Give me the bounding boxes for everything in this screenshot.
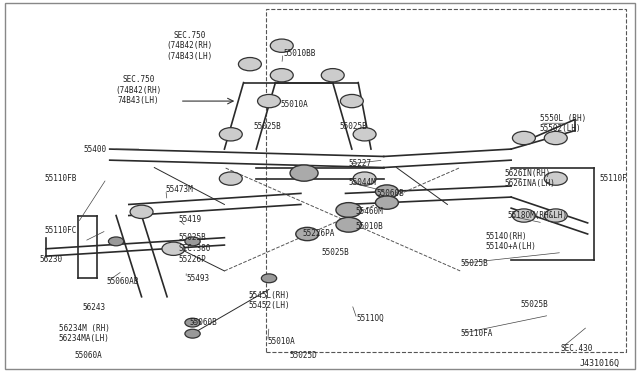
Text: 55110F: 55110F [599, 174, 627, 183]
Circle shape [321, 68, 344, 82]
Circle shape [340, 94, 364, 108]
Circle shape [544, 172, 567, 185]
Text: SEC.380: SEC.380 [179, 244, 211, 253]
Text: 55010A: 55010A [268, 337, 296, 346]
Circle shape [296, 227, 319, 241]
Circle shape [376, 185, 398, 198]
Text: 55025B: 55025B [339, 122, 367, 131]
Text: 55025B: 55025B [179, 233, 206, 242]
Circle shape [336, 217, 362, 232]
Text: 55010B: 55010B [355, 222, 383, 231]
Text: 55010A: 55010A [280, 100, 308, 109]
Text: J431016Q: J431016Q [579, 359, 620, 368]
Text: 55110FC: 55110FC [45, 226, 77, 235]
Text: SEC.750
(74B42(RH)
(74B43(LH): SEC.750 (74B42(RH) (74B43(LH) [166, 31, 212, 61]
Circle shape [270, 39, 293, 52]
Text: SEC.430: SEC.430 [561, 344, 593, 353]
Text: 55060B: 55060B [376, 189, 404, 198]
Circle shape [270, 68, 293, 82]
Circle shape [239, 58, 261, 71]
Text: 55025B: 55025B [253, 122, 281, 131]
Text: 55044M: 55044M [349, 178, 376, 187]
Circle shape [261, 274, 276, 283]
Circle shape [336, 203, 362, 217]
Text: 55060A: 55060A [75, 351, 102, 360]
Text: 55460M: 55460M [355, 207, 383, 217]
Text: 55110FB: 55110FB [45, 174, 77, 183]
Text: 55060AB: 55060AB [106, 278, 139, 286]
Text: 5626IN(RH)
5626INA(LH): 5626IN(RH) 5626INA(LH) [505, 169, 556, 188]
Circle shape [108, 237, 124, 246]
Circle shape [185, 329, 200, 338]
Circle shape [130, 205, 153, 218]
Circle shape [353, 128, 376, 141]
Text: 55010BB: 55010BB [283, 49, 316, 58]
Circle shape [513, 209, 536, 222]
Text: 5545L(RH)
55452(LH): 5545L(RH) 55452(LH) [248, 291, 291, 310]
Circle shape [513, 131, 536, 145]
Text: 55226PA: 55226PA [302, 230, 335, 238]
Text: 55110FA: 55110FA [460, 329, 493, 338]
Text: 5514O(RH)
5514O+A(LH): 5514O(RH) 5514O+A(LH) [486, 232, 536, 251]
Bar [266, 9, 626, 352]
Circle shape [185, 237, 200, 246]
Text: SEC.750
(74B42(RH)
74B43(LH): SEC.750 (74B42(RH) 74B43(LH) [115, 75, 161, 105]
Circle shape [544, 131, 567, 145]
Text: 55025B: 55025B [321, 248, 349, 257]
Text: 55419: 55419 [179, 215, 202, 224]
Text: 56243: 56243 [83, 303, 106, 312]
Text: 56234M (RH)
56234MA(LH): 56234M (RH) 56234MA(LH) [59, 324, 109, 343]
Text: 55227: 55227 [349, 159, 372, 169]
Text: 5550L (RH)
55502(LH): 5550L (RH) 55502(LH) [540, 113, 586, 133]
Text: 55400: 55400 [83, 145, 106, 154]
Circle shape [376, 196, 398, 209]
Circle shape [162, 242, 185, 256]
Text: 55025D: 55025D [289, 351, 317, 360]
Circle shape [353, 172, 376, 185]
Text: 55025B: 55025B [521, 300, 548, 309]
Text: 55493: 55493 [186, 274, 209, 283]
Circle shape [220, 172, 243, 185]
Text: 55025B: 55025B [460, 259, 488, 268]
Text: 5511OQ: 5511OQ [357, 314, 385, 323]
Text: 56230: 56230 [40, 255, 63, 264]
Circle shape [185, 318, 200, 327]
Circle shape [257, 94, 280, 108]
Circle shape [220, 128, 243, 141]
Text: 55226P: 55226P [179, 255, 206, 264]
Circle shape [544, 209, 567, 222]
Circle shape [290, 165, 318, 181]
Text: 55473M: 55473M [166, 185, 193, 194]
Text: 5518OM(RH&LH): 5518OM(RH&LH) [508, 211, 568, 220]
Text: 55060B: 55060B [189, 318, 217, 327]
